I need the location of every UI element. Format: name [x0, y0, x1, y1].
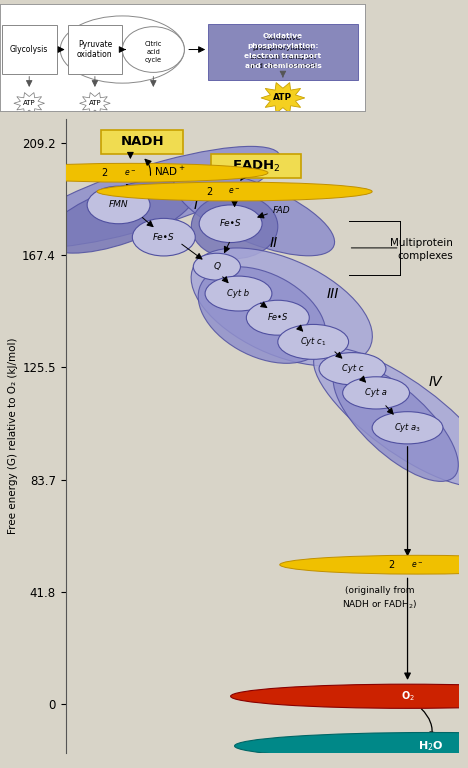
Text: H$_2$O: H$_2$O — [418, 739, 444, 753]
Text: Cyt $a_3$: Cyt $a_3$ — [394, 422, 421, 434]
Text: NADH: NADH — [120, 135, 164, 148]
Text: Citric: Citric — [145, 41, 162, 47]
Ellipse shape — [132, 218, 195, 256]
Y-axis label: Free energy (G) relative to O₂ (kJ/mol): Free energy (G) relative to O₂ (kJ/mol) — [8, 338, 18, 534]
Text: Fe•S: Fe•S — [153, 233, 175, 242]
Polygon shape — [14, 93, 44, 114]
Ellipse shape — [246, 300, 309, 335]
Text: NAD$^+$: NAD$^+$ — [154, 165, 186, 178]
Circle shape — [280, 555, 468, 574]
Ellipse shape — [372, 412, 443, 444]
Circle shape — [231, 684, 468, 708]
Text: ATP: ATP — [88, 101, 101, 106]
Text: Cyt c: Cyt c — [342, 364, 363, 373]
Text: Oxidative: Oxidative — [265, 35, 300, 41]
Text: Oxidative: Oxidative — [263, 32, 303, 38]
Text: O$_2$: O$_2$ — [401, 690, 415, 703]
Ellipse shape — [333, 363, 458, 482]
Text: FAD: FAD — [273, 206, 291, 215]
Polygon shape — [80, 93, 110, 114]
Text: cycle: cycle — [145, 58, 162, 63]
Ellipse shape — [205, 276, 272, 311]
Circle shape — [234, 733, 468, 760]
FancyBboxPatch shape — [67, 25, 122, 74]
Ellipse shape — [191, 248, 373, 366]
Ellipse shape — [199, 205, 262, 243]
Ellipse shape — [16, 147, 280, 247]
Text: 2: 2 — [206, 187, 212, 197]
Text: phosphorylation:: phosphorylation: — [252, 45, 314, 51]
Text: I: I — [193, 198, 197, 212]
Ellipse shape — [191, 194, 278, 259]
Text: Multiprotein: Multiprotein — [390, 237, 453, 247]
Text: NADH or FADH$_2$): NADH or FADH$_2$) — [342, 598, 418, 611]
Text: and chemiosmosis: and chemiosmosis — [245, 63, 321, 69]
Text: Fe•S: Fe•S — [220, 219, 241, 228]
Text: acid: acid — [146, 49, 160, 55]
Text: oxidation: oxidation — [77, 50, 113, 58]
Polygon shape — [261, 83, 305, 113]
Text: Cyt a: Cyt a — [365, 389, 387, 397]
Text: (originally from: (originally from — [345, 586, 415, 595]
Text: ATP: ATP — [273, 94, 292, 102]
Text: FADH$_2$: FADH$_2$ — [232, 158, 280, 174]
FancyBboxPatch shape — [211, 154, 301, 178]
Text: II: II — [270, 236, 278, 250]
Text: 2: 2 — [389, 560, 395, 570]
FancyBboxPatch shape — [2, 25, 57, 74]
Ellipse shape — [193, 253, 241, 280]
Text: FMN: FMN — [109, 200, 128, 210]
Text: electron transport: electron transport — [244, 53, 322, 59]
Ellipse shape — [45, 178, 197, 253]
FancyBboxPatch shape — [208, 24, 358, 81]
Ellipse shape — [314, 347, 468, 487]
Text: $e^-$: $e^-$ — [411, 560, 424, 570]
Text: Glycolysis: Glycolysis — [10, 45, 48, 54]
Text: Cyt b: Cyt b — [227, 289, 249, 298]
Text: phosphorylation:: phosphorylation: — [247, 43, 319, 49]
Ellipse shape — [174, 170, 335, 256]
Ellipse shape — [198, 266, 326, 363]
Circle shape — [122, 27, 184, 72]
Ellipse shape — [343, 377, 410, 409]
Ellipse shape — [319, 353, 386, 385]
Text: Fe•S: Fe•S — [268, 313, 288, 323]
Text: Q: Q — [213, 262, 220, 271]
Text: electron transport: electron transport — [250, 54, 316, 60]
Circle shape — [0, 164, 268, 182]
Text: $e^-$: $e^-$ — [228, 187, 241, 197]
Text: 2 H$^+$ + $\frac{1}{2}$: 2 H$^+$ + $\frac{1}{2}$ — [317, 686, 369, 707]
Text: Pyruvate: Pyruvate — [78, 41, 112, 49]
Text: Cyt $c_1$: Cyt $c_1$ — [300, 336, 326, 349]
Text: IV: IV — [428, 375, 442, 389]
Text: 2: 2 — [102, 167, 108, 177]
Text: ATP: ATP — [23, 101, 36, 106]
FancyBboxPatch shape — [101, 130, 183, 154]
Text: $e^-$: $e^-$ — [124, 168, 137, 177]
Circle shape — [97, 182, 372, 201]
Ellipse shape — [278, 324, 349, 359]
Text: III: III — [327, 286, 339, 300]
Ellipse shape — [87, 186, 150, 223]
Text: and chemiosmosis: and chemiosmosis — [249, 63, 317, 69]
Text: complexes: complexes — [397, 251, 453, 261]
